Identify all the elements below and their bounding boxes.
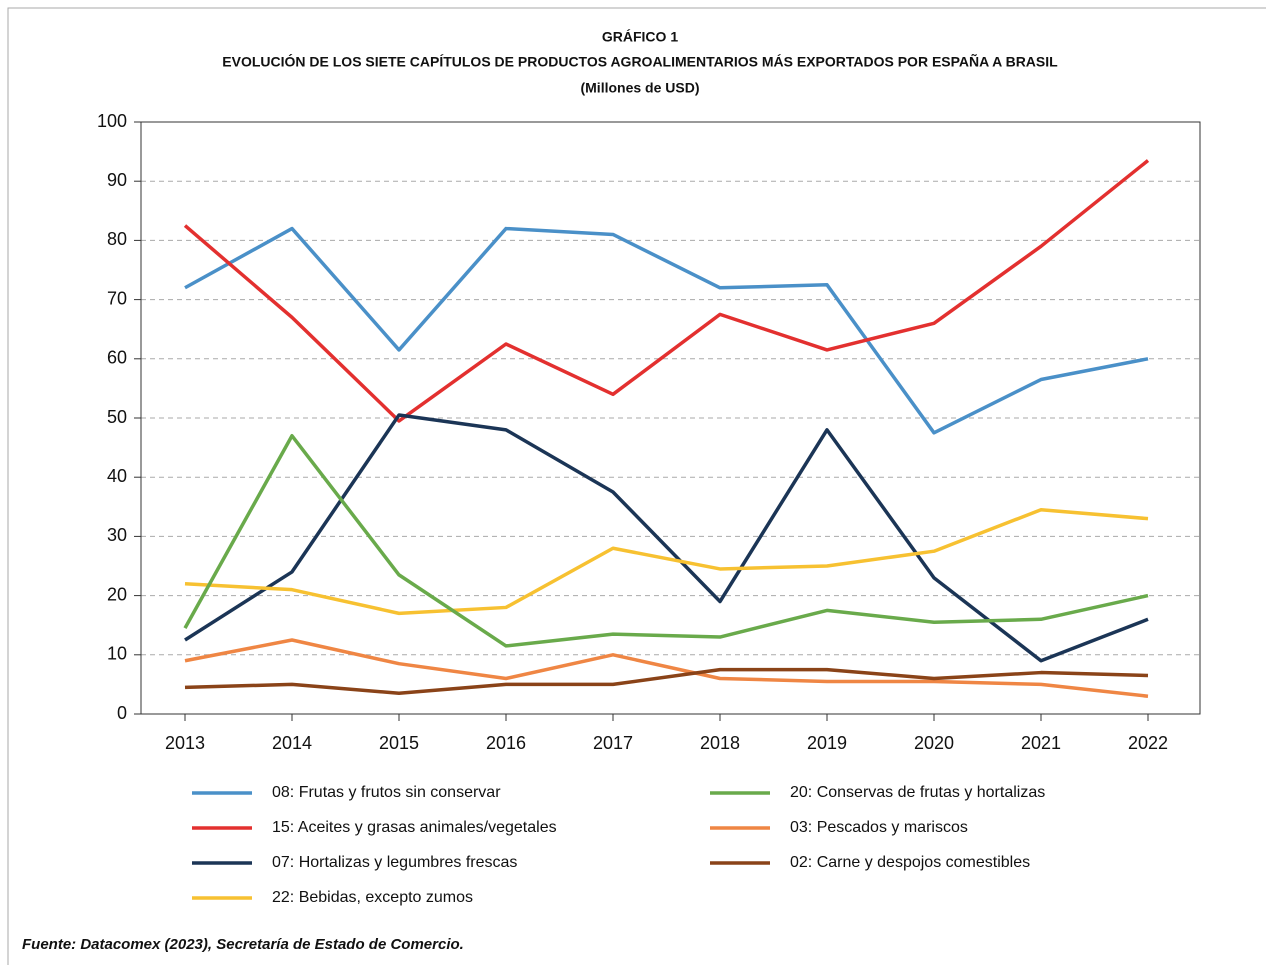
y-tick-label: 80 xyxy=(107,229,127,249)
legend-label: 22: Bebidas, excepto zumos xyxy=(272,889,473,906)
y-tick-label: 0 xyxy=(117,703,127,723)
x-tick-label: 2014 xyxy=(272,733,312,753)
x-tick-label: 2017 xyxy=(593,733,633,753)
legend-label: 20: Conservas de frutas y hortalizas xyxy=(790,784,1045,801)
chart-subtitle: EVOLUCIÓN DE LOS SIETE CAPÍTULOS DE PROD… xyxy=(222,53,1058,70)
series-line xyxy=(184,667,1149,696)
x-tick-label: 2019 xyxy=(807,733,847,753)
chart-units: (Millones de USD) xyxy=(580,80,699,96)
source: Fuente: Datacomex (2023), Secretaría de … xyxy=(22,936,464,953)
plot-area xyxy=(140,121,1201,715)
chart-title: GRÁFICO 1 xyxy=(602,29,678,45)
y-tick-label: 10 xyxy=(107,644,127,664)
legend-label: 08: Frutas y frutos sin conservar xyxy=(272,784,501,801)
x-tick-label: 2020 xyxy=(914,733,954,753)
y-tick-label: 50 xyxy=(107,407,127,427)
frame xyxy=(7,7,1266,965)
series-line xyxy=(184,508,1149,616)
legend-label: 15: Aceites y grasas animales/vegetales xyxy=(272,819,557,836)
x-tick-label: 2016 xyxy=(486,733,526,753)
y-tick-label: 20 xyxy=(107,584,127,604)
legend-label: 03: Pescados y mariscos xyxy=(790,819,968,836)
series-line xyxy=(184,638,1149,698)
series-line xyxy=(183,159,1150,423)
series-line xyxy=(184,413,1149,663)
x-tick-label: 2018 xyxy=(700,733,740,753)
series-line xyxy=(184,226,1149,435)
legend-label: 07: Hortalizas y legumbres frescas xyxy=(272,854,517,871)
series-line xyxy=(183,434,1149,648)
x-tick-label: 2015 xyxy=(379,733,419,753)
y-tick-label: 60 xyxy=(107,348,127,368)
x-tick-label: 2013 xyxy=(165,733,205,753)
y-tick-label: 70 xyxy=(107,288,127,308)
y-tick-label: 90 xyxy=(107,170,127,190)
y-tick-label: 100 xyxy=(97,111,127,131)
x-tick-label: 2021 xyxy=(1021,733,1061,753)
legend-label: 02: Carne y despojos comestibles xyxy=(790,854,1030,871)
y-tick-label: 40 xyxy=(107,466,127,486)
y-tick-label: 30 xyxy=(107,525,127,545)
x-tick-label: 2022 xyxy=(1128,733,1168,753)
